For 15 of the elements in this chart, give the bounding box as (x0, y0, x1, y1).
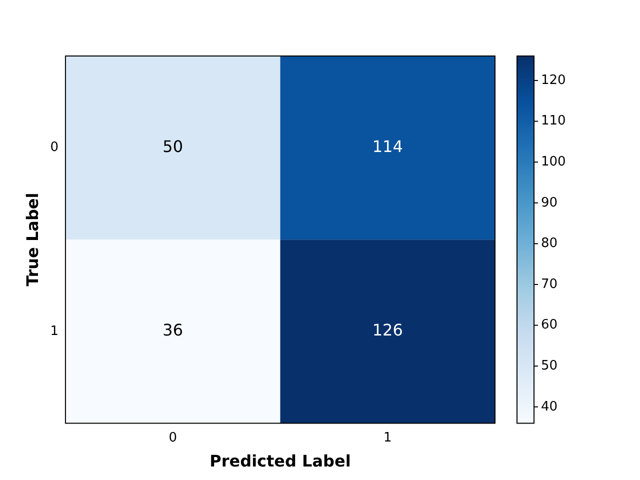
data-label: 114 (372, 136, 403, 156)
color-bar-label: 50 (541, 358, 558, 374)
color-bar-label: 80 (541, 236, 558, 252)
color-bar-label: 40 (541, 399, 558, 414)
color-bar-label: 60 (541, 318, 558, 333)
x-axis-title: Predicted Label (210, 452, 351, 471)
color-bar-label: 100 (541, 154, 566, 170)
data-label: 50 (162, 136, 184, 156)
color-bar-label: 110 (541, 114, 566, 129)
color-bar-label: 120 (541, 72, 566, 88)
y-axis-title: True Label (22, 192, 42, 286)
color-bar-label: 90 (541, 195, 558, 210)
data-label: 36 (162, 320, 184, 340)
data-label: 126 (372, 320, 403, 340)
color-bar-label: 70 (541, 276, 558, 292)
